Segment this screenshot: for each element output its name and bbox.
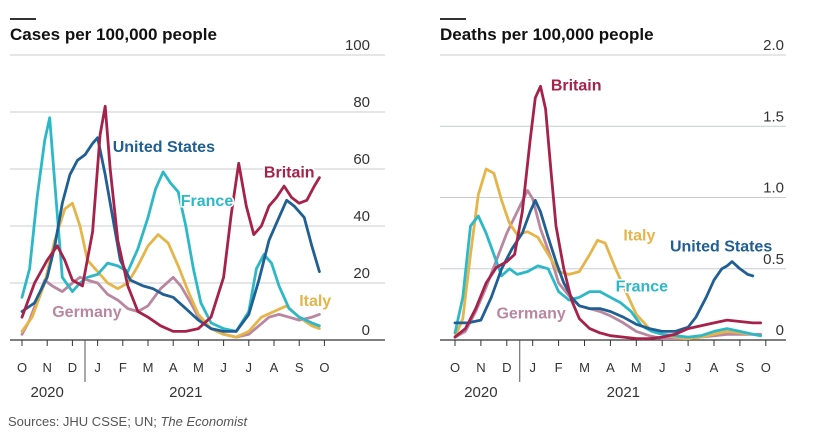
y-tick-label: 2.0 <box>763 37 784 54</box>
cases-chart: Cases per 100,000 people 0 20 40 60 80 100 O N D… <box>10 18 385 401</box>
year-label: 2021 <box>169 384 202 401</box>
year-label: 2020 <box>464 384 497 401</box>
x-tick-label: J <box>529 360 536 375</box>
series-line-france <box>453 214 762 339</box>
series-line-britain <box>453 84 762 340</box>
sources-note: Sources: JHU CSSE; UN; The Economist <box>8 414 247 429</box>
x-tick-label: A <box>606 360 615 375</box>
deaths-chart: Deaths per 100,000 people 0 0.5 1.0 1.5 2.0 O… <box>440 18 786 401</box>
series-label-britain: Britain <box>551 78 602 95</box>
y-tick-label: 80 <box>353 94 370 111</box>
series-label-italy: Italy <box>623 227 655 244</box>
y-tick-label: 0.5 <box>763 251 784 268</box>
x-tick-label: N <box>476 360 485 375</box>
x-tick-label: A <box>169 360 178 375</box>
y-tick-label: 40 <box>353 208 370 225</box>
y-tick-label: 1.5 <box>763 108 784 125</box>
x-tick-label: S <box>736 360 745 375</box>
series-label-italy: Italy <box>299 293 331 310</box>
x-tick-label: O <box>450 360 460 375</box>
x-tick-label: O <box>319 360 329 375</box>
x-tick-label: A <box>710 360 719 375</box>
series-label-united-states: United States <box>670 239 772 256</box>
x-tick-label: D <box>502 360 511 375</box>
deaths-title-bar <box>440 18 466 20</box>
series-label-britain: Britain <box>264 165 315 182</box>
series-line-italy <box>20 201 321 339</box>
series-label-france: France <box>181 193 234 210</box>
series-label-germany: Germany <box>496 306 565 323</box>
x-tick-label: J <box>94 360 101 375</box>
y-tick-label: 100 <box>345 37 370 54</box>
y-tick-label: 1.0 <box>763 180 784 197</box>
x-tick-label: M <box>143 360 154 375</box>
sources-prefix: Sources: JHU CSSE; UN; <box>8 414 161 429</box>
y-tick-label: 60 <box>353 151 370 168</box>
series-line-france <box>20 116 321 333</box>
x-tick-label: J <box>685 360 692 375</box>
x-tick-label: F <box>119 360 127 375</box>
sources-italic: The Economist <box>160 414 248 429</box>
x-tick-label: M <box>631 360 642 375</box>
x-tick-label: J <box>246 360 253 375</box>
series-line-britain <box>20 104 321 333</box>
deaths-chart-title: Deaths per 100,000 people <box>440 25 654 44</box>
year-label: 2020 <box>31 384 64 401</box>
x-tick-label: D <box>68 360 77 375</box>
y-tick-label: 20 <box>353 265 370 282</box>
cases-chart-title: Cases per 100,000 people <box>10 25 217 44</box>
y-tick-label: 0 <box>776 322 784 339</box>
x-tick-label: O <box>761 360 771 375</box>
x-tick-label: F <box>555 360 563 375</box>
x-tick-label: N <box>43 360 52 375</box>
year-label: 2021 <box>607 384 640 401</box>
series-label-france: France <box>616 279 669 296</box>
series-label-united-states: United States <box>113 139 215 156</box>
y-tick-label: 0 <box>362 322 370 339</box>
x-tick-label: A <box>270 360 279 375</box>
series-line-germany <box>20 275 321 339</box>
x-tick-label: J <box>659 360 666 375</box>
series-line-united-states <box>20 136 321 333</box>
x-tick-label: S <box>295 360 304 375</box>
x-tick-label: O <box>17 360 27 375</box>
series-label-germany: Germany <box>52 304 121 321</box>
x-tick-label: M <box>579 360 590 375</box>
x-tick-label: M <box>193 360 204 375</box>
x-tick-label: J <box>220 360 227 375</box>
cases-title-bar <box>10 18 36 20</box>
